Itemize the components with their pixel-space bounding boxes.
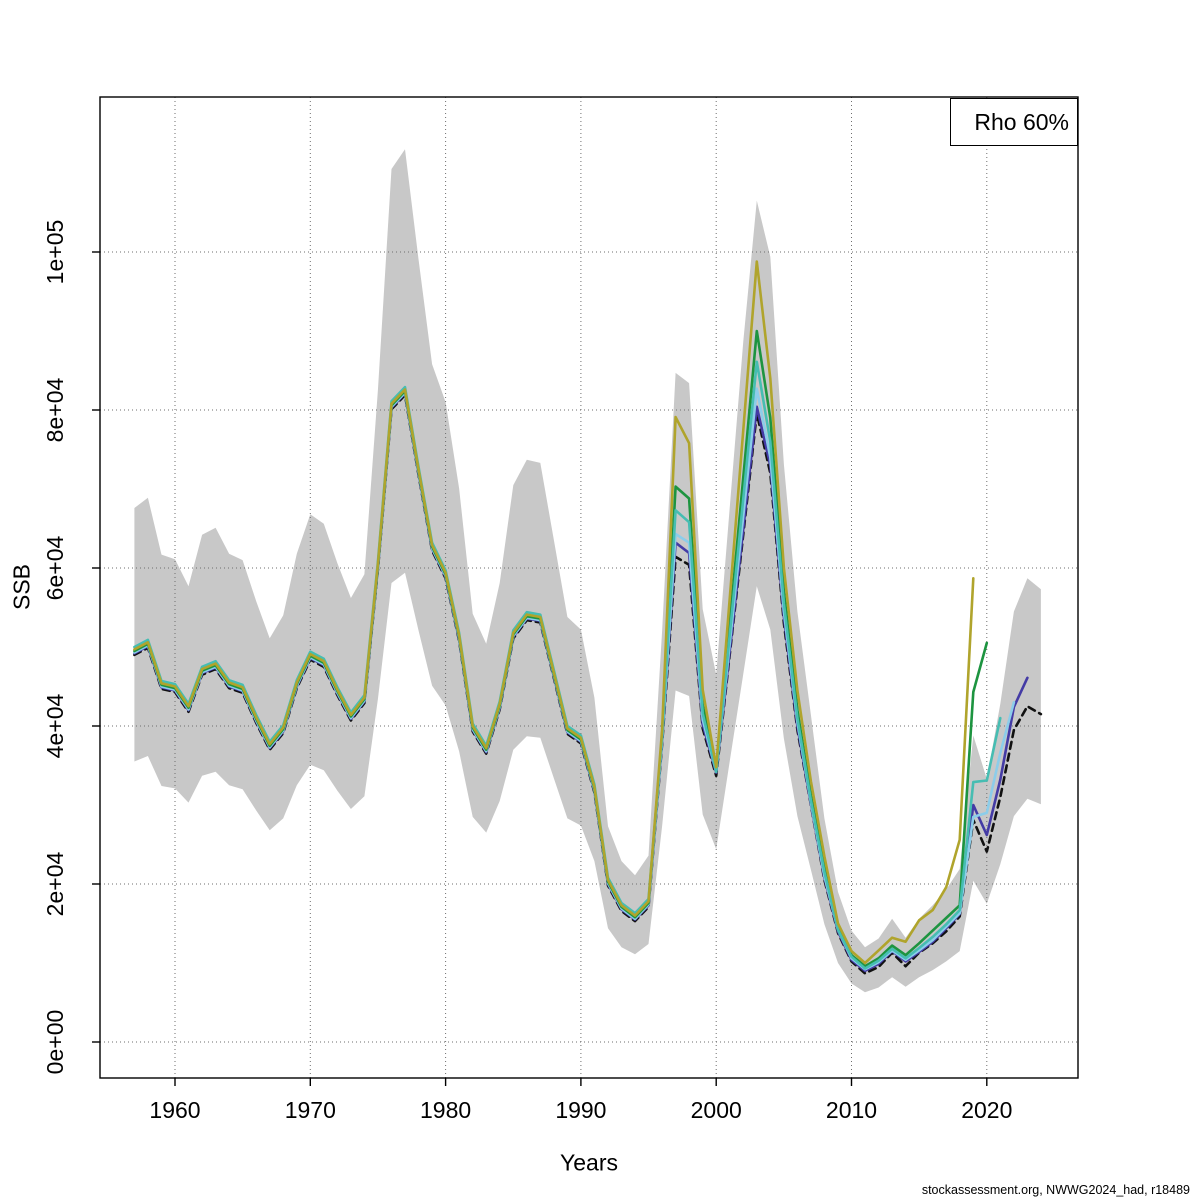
y-tick-label-1e+05: 1e+05 bbox=[42, 220, 68, 285]
x-axis-title: Years bbox=[560, 1149, 618, 1176]
x-tick-label-2010: 2010 bbox=[826, 1097, 877, 1123]
series-line-peel-2019 bbox=[133, 260, 975, 965]
x-tick-label-2020: 2020 bbox=[961, 1097, 1012, 1123]
x-tick-label-1990: 1990 bbox=[555, 1097, 606, 1123]
y-tick-label-0e+00: 0e+00 bbox=[42, 1010, 68, 1075]
x-tick-label-1980: 1980 bbox=[420, 1097, 471, 1123]
y-axis-title: SSB bbox=[8, 563, 35, 611]
confidence-band bbox=[134, 149, 1041, 993]
y-tick-label-6e+04: 6e+04 bbox=[42, 535, 68, 600]
footer-credit: stockassessment.org, NWWG2024_had, r1848… bbox=[921, 1183, 1190, 1197]
y-tick-label-2e+04: 2e+04 bbox=[42, 851, 68, 916]
legend-label: Rho 60% bbox=[974, 108, 1069, 135]
x-tick-label-2000: 2000 bbox=[691, 1097, 742, 1123]
x-tick-label-1970: 1970 bbox=[285, 1097, 336, 1123]
plot-border bbox=[99, 96, 1079, 1079]
x-tick-label-1960: 1960 bbox=[149, 1097, 200, 1123]
y-tick-label-4e+04: 4e+04 bbox=[42, 693, 68, 758]
y-tick-label-8e+04: 8e+04 bbox=[42, 377, 68, 442]
legend-box: Rho 60% bbox=[950, 98, 1078, 146]
